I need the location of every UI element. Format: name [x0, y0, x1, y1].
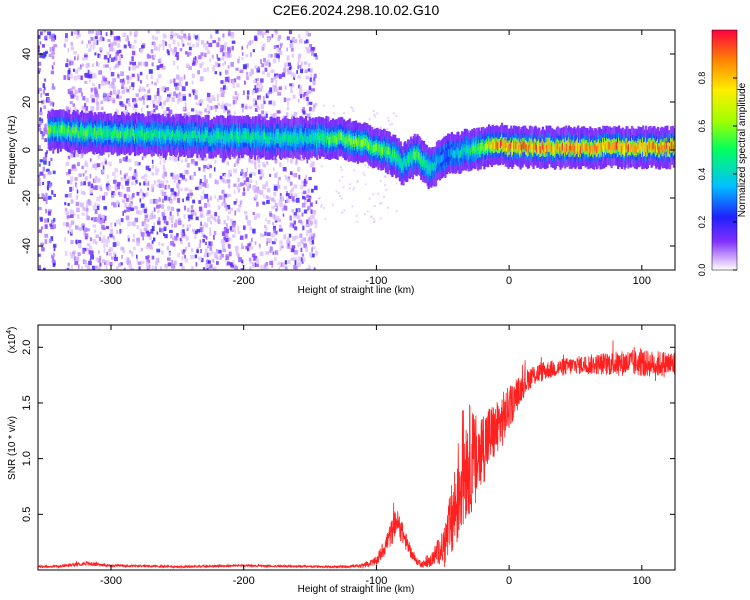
snr-frame — [37, 324, 676, 571]
spectrogram-y-ticks: -40 -20 0 20 40 — [21, 48, 675, 254]
colorbar-tick-label: 0.4 — [697, 168, 707, 181]
snr-y-multiplier: (x104) — [6, 327, 18, 354]
spectrogram-x-tick-label: -300 — [100, 275, 122, 287]
snr-series-line — [38, 340, 675, 570]
spectrogram-x-tick-label: 100 — [633, 275, 651, 287]
snr-y-tick-label: 2.0 — [21, 340, 33, 355]
spectrogram-y-axis-label: Frequency (Hz) — [7, 116, 18, 185]
spectrogram-x-tick-label: -200 — [233, 275, 255, 287]
spectrogram-y-tick-label: 0 — [21, 147, 33, 153]
snr-panel: -300 -200 -100 0 100 0.5 1.0 1.5 2.0 Height of … — [6, 324, 676, 595]
snr-x-tick-label: 100 — [633, 575, 651, 587]
snr-y-tick-label: 0.5 — [21, 507, 33, 522]
colorbar: 0.0 0.2 0.4 0.6 0.8 Normalized spectral ampl… — [697, 29, 748, 277]
colorbar-ticks: 0.0 0.2 0.4 0.6 0.8 — [697, 72, 737, 277]
snr-y-axis-label: SNR (10 * v/v) — [7, 416, 18, 480]
spectrogram-y-tick-label: 40 — [21, 48, 33, 60]
snr-x-tick-label: -100 — [365, 575, 387, 587]
spectrogram-x-ticks: -300 -200 -100 0 100 — [100, 30, 651, 287]
spectrogram-y-tick-label: 20 — [21, 96, 33, 108]
spectrogram-y-tick-label: -40 — [21, 238, 33, 254]
snr-y-multiplier-base: (x10 — [7, 333, 18, 353]
snr-x-tick-label: -300 — [100, 575, 122, 587]
snr-x-tick-label: 0 — [506, 575, 512, 587]
snr-x-ticks: -300 -200 -100 0 100 — [100, 325, 651, 587]
colorbar-tick-label: 0.8 — [697, 72, 707, 85]
spectrogram-x-axis-label: Height of straight line (km) — [298, 285, 415, 296]
snr-y-tick-label: 1.5 — [21, 395, 33, 410]
spectrogram-y-tick-label: -20 — [21, 190, 33, 206]
spectrogram-x-tick-label: 0 — [506, 275, 512, 287]
snr-y-ticks: 0.5 1.0 1.5 2.0 — [21, 340, 675, 522]
snr-y-multiplier-exp: 4 — [6, 330, 13, 334]
spectrogram-x-tick-label: -100 — [365, 275, 387, 287]
colorbar-tick-label: 0.2 — [697, 216, 707, 229]
colorbar-tick-label: 0.6 — [697, 120, 707, 133]
snr-x-tick-label: -200 — [233, 575, 255, 587]
snr-y-tick-label: 1.0 — [21, 451, 33, 466]
colorbar-tick-label: 0.0 — [697, 264, 707, 277]
snr-x-axis-label: Height of straight line (km) — [298, 584, 415, 595]
figure-title: C2E6.2024.298.10.02.G10 — [273, 2, 440, 18]
colorbar-gradient — [711, 29, 738, 271]
spectrogram-heatmap — [38, 30, 675, 270]
colorbar-label: Normalized spectral amplitude — [737, 82, 748, 217]
